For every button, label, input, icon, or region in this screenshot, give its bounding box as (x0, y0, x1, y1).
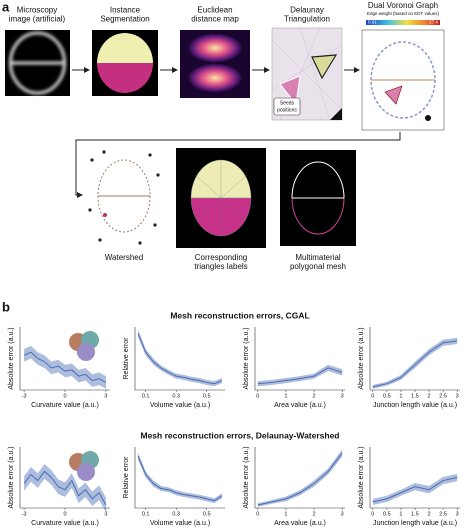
x-tick-label: 2 (313, 393, 316, 399)
x-tick-label: 2 (428, 393, 431, 399)
x-axis-label: Area value (a.u.) (274, 520, 326, 527)
error-band (138, 452, 222, 504)
x-tick-label: 0 (371, 511, 374, 517)
x-tick-label: 0.3 (172, 511, 180, 517)
x-tick-label: 3 (456, 393, 459, 399)
y-axis-label: Absolute error (a.u.) (8, 327, 15, 389)
y-axis-label: Relative error (123, 337, 130, 380)
x-tick-label: 0 (256, 511, 259, 517)
error-band (138, 329, 222, 387)
line (257, 367, 343, 385)
x-tick-label: 3 (104, 393, 107, 399)
x-tick-label: -3 (22, 393, 27, 399)
x-tick-label: 1 (284, 393, 287, 399)
x-tick-label: 0.1 (142, 511, 150, 517)
line (137, 455, 223, 502)
line (372, 477, 458, 503)
panel-label: b (2, 299, 10, 314)
x-tick-label: 0 (371, 393, 374, 399)
error-band (24, 345, 106, 389)
line (257, 452, 343, 506)
step-caption: Instance (110, 6, 141, 15)
line (137, 333, 223, 385)
x-axis-label: Junction length value (a.u.) (373, 402, 457, 409)
x-axis-label: Area value (a.u.) (274, 402, 326, 409)
y-axis-label: Relative error (123, 456, 130, 499)
x-tick-label: 0.5 (203, 393, 211, 399)
y-axis-label: Absolute error (a.u.) (243, 446, 250, 508)
seeds-label: positions (277, 107, 297, 113)
colorbar-min: 0.61 (368, 20, 377, 25)
step-caption: Corresponding (195, 253, 247, 262)
step-caption: Dual Voronoi Graph (368, 1, 438, 10)
step-caption: Triangulation (284, 15, 330, 24)
panel-a-drawings (5, 20, 445, 481)
x-tick-label: 0.5 (383, 393, 391, 399)
x-tick-label: 1.5 (411, 393, 419, 399)
step-caption: Watershed (105, 253, 143, 262)
x-tick-label: 0.5 (203, 511, 211, 517)
x-tick-label: 2.5 (439, 393, 447, 399)
seeds-label: Seeds (280, 100, 295, 106)
section-title: Mesh reconstruction errors, Delaunay-Wat… (140, 430, 339, 440)
error-band (24, 464, 106, 513)
step-caption: Microscopy (17, 6, 57, 15)
x-tick-label: 3 (341, 393, 344, 399)
step-caption: triangles labels (194, 262, 247, 271)
error-band (257, 364, 343, 387)
x-tick-label: 1 (284, 511, 287, 517)
section-title: Mesh reconstruction errors, CGAL (170, 310, 309, 320)
x-tick-label: 0 (63, 393, 66, 399)
y-axis-label: Absolute error (a.u.) (8, 446, 15, 508)
colorbar-title: Edge weight (based on EDT values) (367, 11, 439, 16)
panel-label: a (2, 0, 10, 14)
step-caption: Euclidean (197, 6, 232, 15)
step-caption: Multimaterial (295, 253, 341, 262)
line (372, 340, 458, 388)
step-caption: polygonal mesh (290, 262, 346, 271)
x-tick-label: 3 (456, 511, 459, 517)
error-band (257, 449, 343, 507)
x-tick-label: 0 (63, 511, 66, 517)
step-caption: Delaunay (290, 6, 324, 15)
x-axis-label: Volume value (a.u.) (150, 402, 210, 409)
x-tick-label: 0.5 (383, 511, 391, 517)
y-axis-label: Absolute error (a.u.) (358, 446, 365, 508)
x-axis-label: Curvature value (a.u.) (31, 402, 99, 409)
x-tick-label: 0 (256, 393, 259, 399)
x-tick-label: 2 (313, 511, 316, 517)
x-axis-label: Junction length value (a.u.) (373, 520, 457, 527)
error-band (372, 473, 458, 505)
x-axis-label: Curvature value (a.u.) (31, 520, 99, 527)
colorbar-max: 27.4 (429, 20, 438, 25)
step-caption: Segmentation (100, 15, 149, 24)
step-caption: image (artificial) (9, 15, 66, 24)
y-axis-label: Absolute error (a.u.) (243, 327, 250, 389)
x-tick-label: 0.3 (172, 393, 180, 399)
x-tick-label: 1 (399, 393, 402, 399)
x-axis-label: Volume value (a.u.) (150, 520, 210, 527)
x-tick-label: 1 (399, 511, 402, 517)
x-tick-label: 3 (104, 511, 107, 517)
x-tick-label: -3 (22, 511, 27, 517)
x-tick-label: 3 (341, 511, 344, 517)
x-tick-label: 2 (428, 511, 431, 517)
line (23, 470, 107, 506)
step-caption: distance map (191, 15, 239, 24)
line (23, 351, 107, 383)
y-axis-label: Absolute error (a.u.) (358, 327, 365, 389)
error-band (372, 337, 458, 389)
x-tick-label: 0.1 (142, 393, 150, 399)
x-tick-label: 1.5 (411, 511, 419, 517)
x-tick-label: 2.5 (439, 511, 447, 517)
